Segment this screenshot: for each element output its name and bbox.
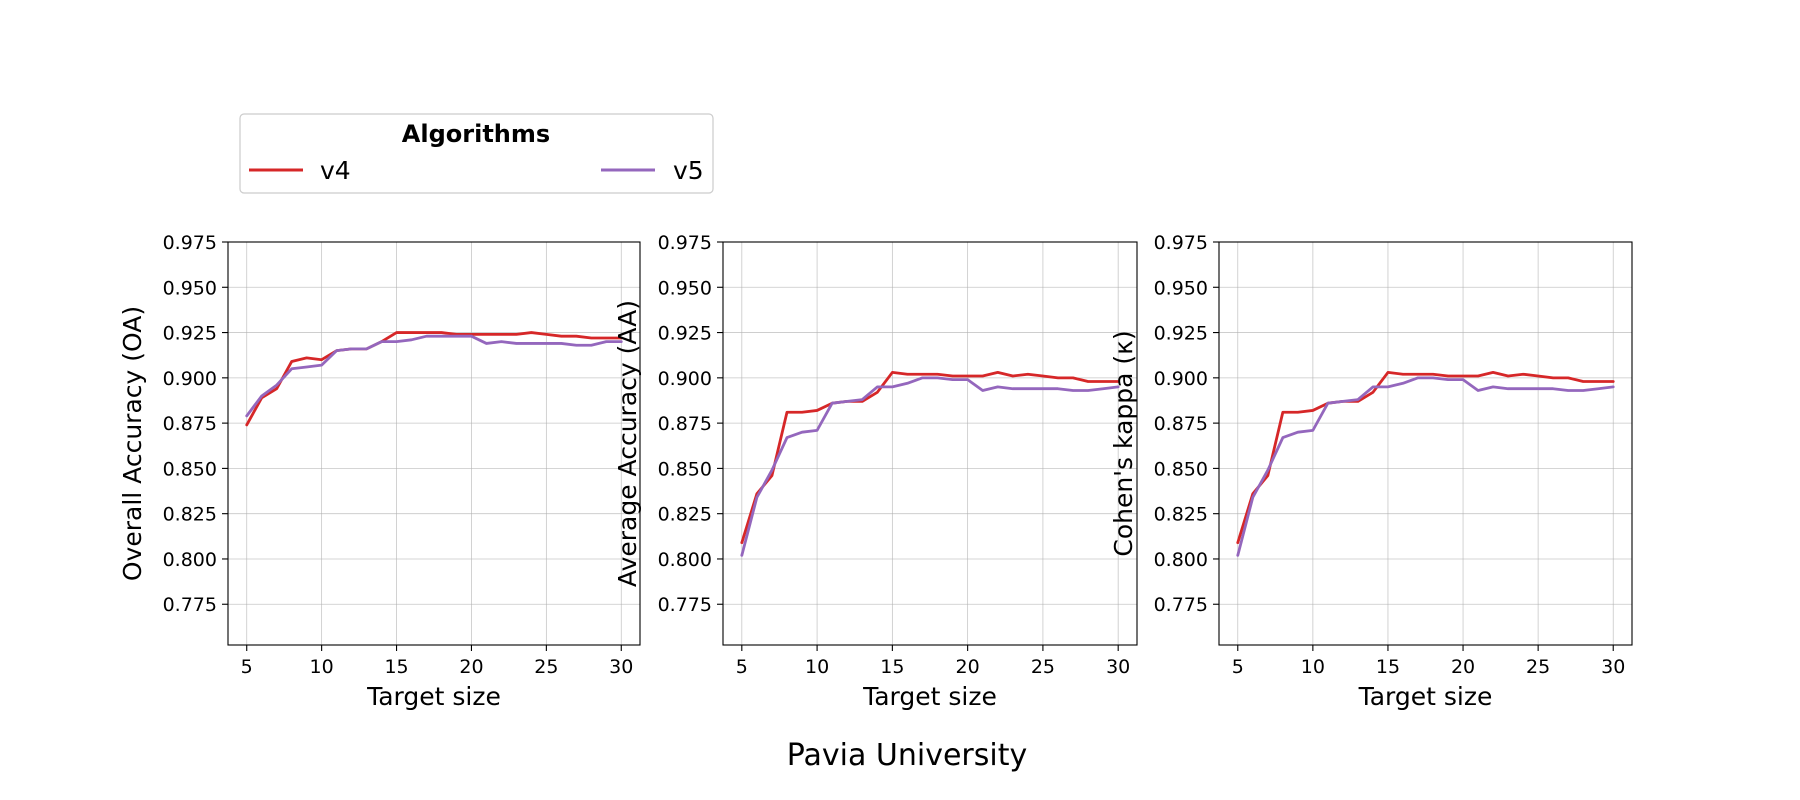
series-line-v5 <box>740 376 1120 557</box>
plot-frame <box>1218 241 1633 646</box>
y-tick-label: 0.825 <box>658 504 712 526</box>
y-tick-label: 0.925 <box>1154 323 1208 345</box>
x-tick-label: 25 <box>1031 656 1055 678</box>
y-axis-label-cohens-kappa: Cohen's kappa (κ) <box>1109 330 1138 556</box>
series-line-v4 <box>740 371 1120 545</box>
x-tick-label: 30 <box>1106 656 1130 678</box>
x-tick-label: 10 <box>805 656 829 678</box>
legend-label-v5: v5 <box>673 156 704 185</box>
y-tick-label: 0.925 <box>163 323 217 345</box>
x-tick-label: 20 <box>956 656 980 678</box>
x-axis-label: Target size <box>862 682 997 711</box>
y-tick-label: 0.850 <box>163 458 217 480</box>
figure-title: Pavia University <box>787 738 1027 773</box>
y-tick-label: 0.800 <box>163 549 217 571</box>
plot-frame <box>227 241 641 646</box>
y-tick-label: 0.850 <box>658 458 712 480</box>
y-tick-label: 0.775 <box>658 594 712 616</box>
series-line-v4 <box>245 331 623 427</box>
y-tick-label: 0.850 <box>1154 458 1208 480</box>
x-tick-label: 15 <box>1376 656 1400 678</box>
plot-frame <box>722 241 1138 646</box>
y-tick-label: 0.900 <box>1154 368 1208 390</box>
x-tick-label: 25 <box>534 656 558 678</box>
y-tick-label: 0.950 <box>658 277 712 299</box>
y-tick-label: 0.800 <box>658 549 712 571</box>
y-tick-label: 0.800 <box>1154 549 1208 571</box>
y-tick-label: 0.975 <box>658 232 712 254</box>
y-tick-label: 0.975 <box>1154 232 1208 254</box>
y-tick-label: 0.900 <box>658 368 712 390</box>
y-tick-label: 0.925 <box>658 323 712 345</box>
panel-overall-accuracy: 5 10 15 20 25 30 0.775 0.800 0.825 0.850 0.875 0.90… <box>118 232 641 711</box>
x-tick-label: 20 <box>459 656 483 678</box>
x-axis-label: Target size <box>1358 682 1493 711</box>
y-tick-label: 0.875 <box>163 413 217 435</box>
series-line-v5 <box>245 334 623 418</box>
y-tick-label: 0.950 <box>1154 277 1208 299</box>
y-tick-label: 0.825 <box>163 504 217 526</box>
x-tick-label: 5 <box>241 656 253 678</box>
y-tick-label: 0.875 <box>658 413 712 435</box>
x-axis-label: Target size <box>366 682 501 711</box>
x-tick-label: 5 <box>1232 656 1244 678</box>
legend-label-v4: v4 <box>320 156 351 185</box>
y-tick-label: 0.775 <box>163 594 217 616</box>
y-tick-label: 0.825 <box>1154 504 1208 526</box>
y-tick-label: 0.950 <box>163 277 217 299</box>
x-tick-label: 15 <box>880 656 904 678</box>
x-tick-label: 20 <box>1451 656 1475 678</box>
x-tick-label: 10 <box>1301 656 1325 678</box>
panel-average-accuracy: 5 10 15 20 25 30 0.775 0.800 0.825 0.850 0.875 0.90… <box>613 232 1138 711</box>
panel-cohens-kappa: 5 10 15 20 25 30 0.775 0.800 0.825 0.850 0.875 0.90… <box>1109 232 1633 711</box>
x-tick-label: 5 <box>736 656 748 678</box>
series-line-v5 <box>1236 376 1615 557</box>
y-axis-label-average-accuracy: Average Accuracy (AA) <box>613 300 642 587</box>
series-line-v4 <box>1236 371 1615 545</box>
x-tick-label: 10 <box>310 656 334 678</box>
x-tick-label: 25 <box>1526 656 1550 678</box>
y-tick-label: 0.775 <box>1154 594 1208 616</box>
y-tick-label: 0.900 <box>163 368 217 390</box>
y-tick-label: 0.975 <box>163 232 217 254</box>
legend: Algorithms v4 v5 <box>239 113 714 194</box>
y-axis-label-overall-accuracy: Overall Accuracy (OA) <box>118 306 147 581</box>
x-tick-label: 30 <box>609 656 633 678</box>
legend-box <box>239 113 714 194</box>
y-tick-label: 0.875 <box>1154 413 1208 435</box>
legend-title: Algorithms <box>402 120 550 148</box>
x-tick-label: 30 <box>1601 656 1625 678</box>
x-tick-label: 15 <box>384 656 408 678</box>
